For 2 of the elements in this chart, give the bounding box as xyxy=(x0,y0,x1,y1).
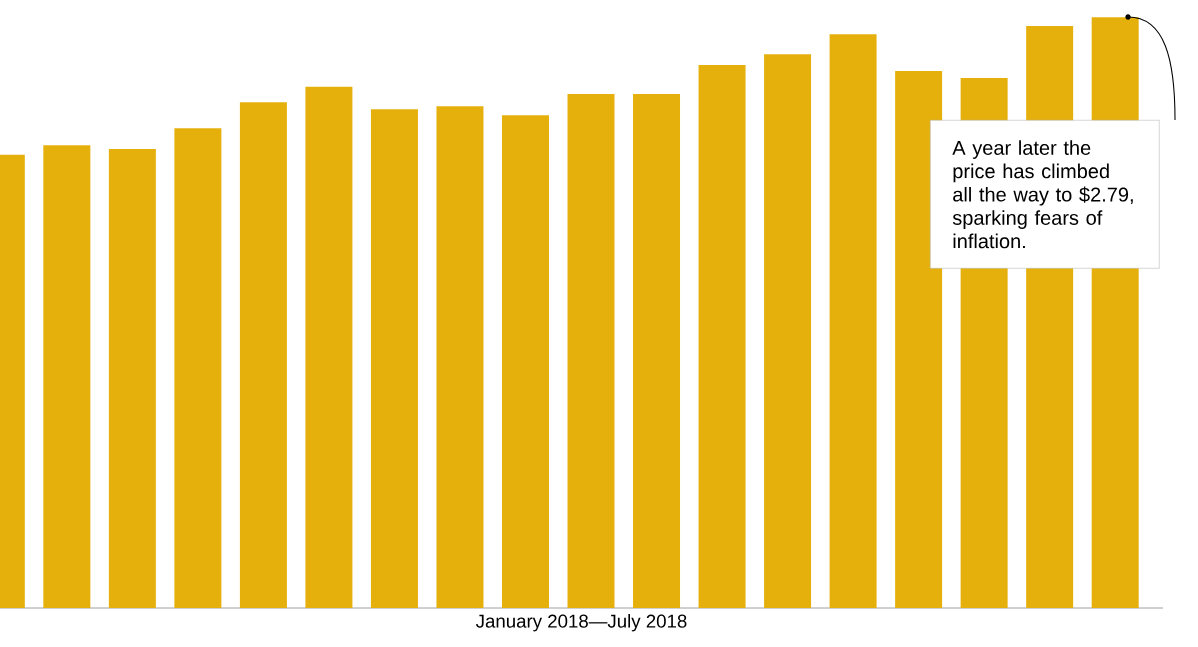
annotation: A year later the price has climbed all the way to $2.79, sparking fears of inflation. xyxy=(952,140,1133,249)
x-axis-title: January 2018—July 2018 xyxy=(475,614,687,632)
